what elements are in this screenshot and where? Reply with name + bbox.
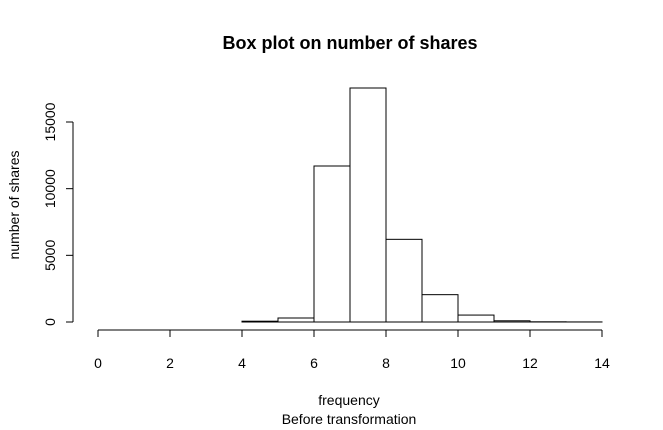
- y-tick-label-0: 0: [42, 318, 58, 326]
- x-tick-label-0: 0: [94, 355, 102, 371]
- histogram-bar-7: [349, 87, 387, 323]
- y-axis: 0 5000 10000 15000: [42, 102, 74, 326]
- histogram-bar-11: [493, 320, 531, 323]
- x-tick-label-3: 6: [310, 355, 318, 371]
- chart-title: Box plot on number of shares: [222, 33, 477, 53]
- bars-group: [241, 87, 603, 323]
- histogram-bar-8: [385, 238, 423, 323]
- x-axis-label: frequency: [318, 392, 379, 408]
- x-tick-label-6: 12: [522, 355, 538, 371]
- histogram-bar-4: [241, 320, 279, 323]
- y-tick-label-2: 10000: [42, 169, 58, 208]
- histogram-bar-5: [277, 317, 315, 323]
- y-axis-label: number of shares: [6, 151, 22, 260]
- x-tick-label-1: 2: [166, 355, 174, 371]
- x-axis: 0 2 4 6 8 10 12 14: [94, 329, 610, 371]
- y-tick-label-1: 5000: [42, 240, 58, 271]
- histogram-bar-10: [457, 314, 495, 323]
- x-tick-label-2: 4: [238, 355, 246, 371]
- x-tick-label-5: 10: [450, 355, 466, 371]
- chart-subtitle: Before transformation: [282, 411, 417, 427]
- y-tick-label-3: 15000: [42, 102, 58, 141]
- x-tick-label-7: 14: [594, 355, 610, 371]
- histogram-bar-9: [421, 294, 459, 323]
- histogram-bar-6: [313, 165, 351, 323]
- x-tick-label-4: 8: [382, 355, 390, 371]
